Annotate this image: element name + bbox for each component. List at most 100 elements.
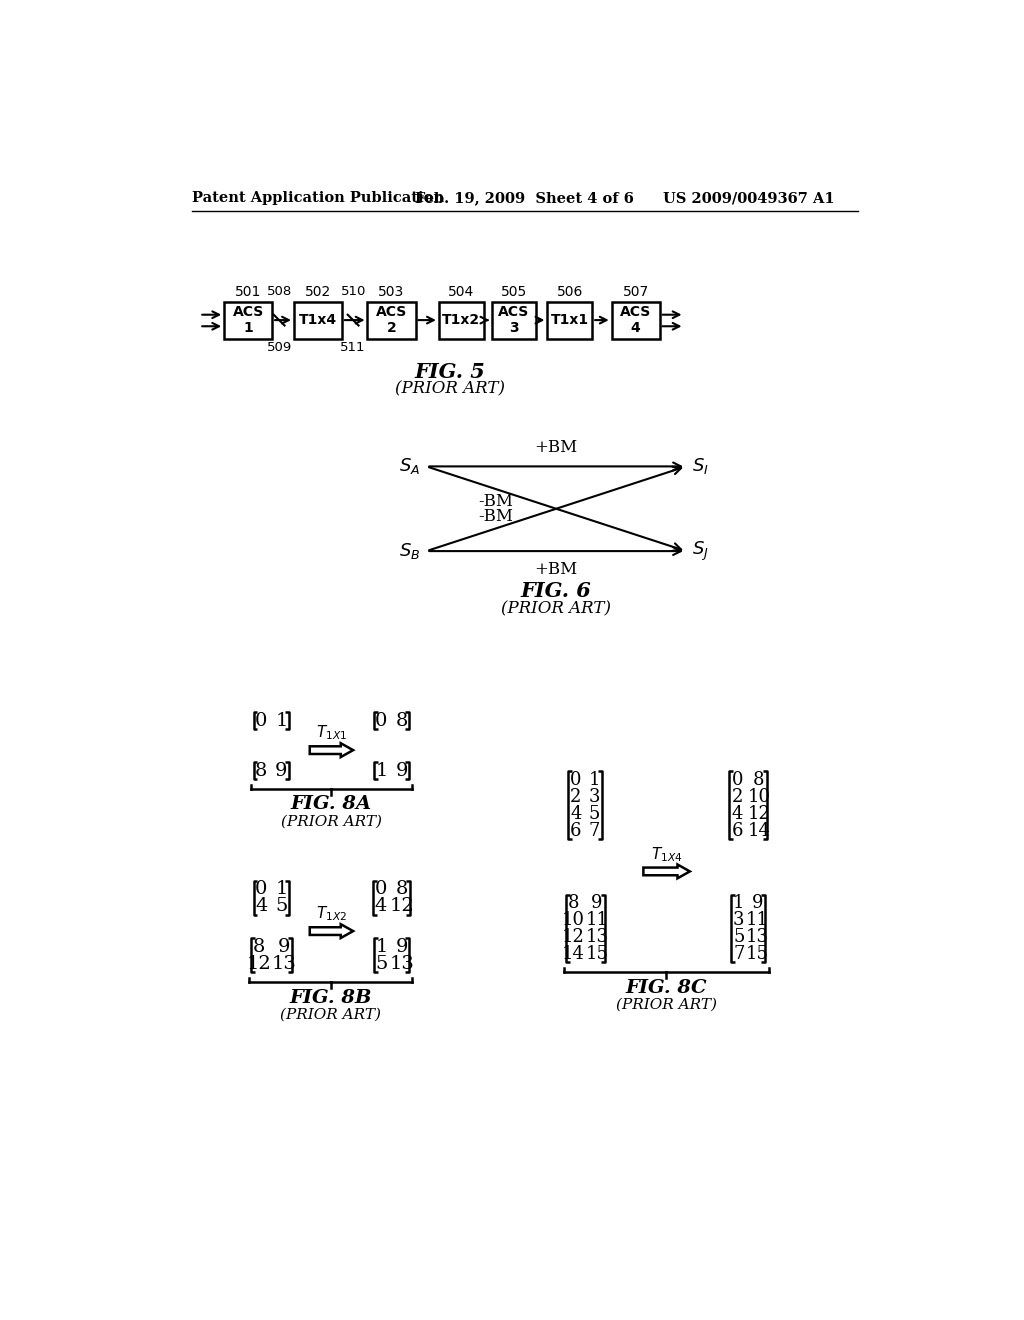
Text: 1: 1 bbox=[275, 711, 288, 730]
Text: (PRIOR ART): (PRIOR ART) bbox=[281, 1007, 381, 1022]
Text: ACS
3: ACS 3 bbox=[499, 305, 529, 335]
Text: 8: 8 bbox=[753, 771, 765, 789]
Text: 507: 507 bbox=[623, 285, 649, 300]
Text: US 2009/0049367 A1: US 2009/0049367 A1 bbox=[663, 191, 835, 206]
Text: 4: 4 bbox=[570, 805, 582, 822]
Text: 509: 509 bbox=[266, 341, 292, 354]
Text: 9: 9 bbox=[752, 894, 763, 912]
Text: 8: 8 bbox=[255, 762, 267, 780]
Text: 14: 14 bbox=[562, 945, 585, 962]
Bar bbox=[611, 302, 659, 339]
Text: 9: 9 bbox=[275, 762, 288, 780]
Text: 15: 15 bbox=[586, 945, 608, 962]
Text: ACS
1: ACS 1 bbox=[232, 305, 264, 335]
Text: (PRIOR ART): (PRIOR ART) bbox=[615, 998, 717, 1011]
Text: $S_A$: $S_A$ bbox=[399, 457, 420, 477]
Text: $T_{1X4}$: $T_{1X4}$ bbox=[651, 845, 682, 863]
Text: $T_{1X2}$: $T_{1X2}$ bbox=[315, 904, 347, 924]
Text: 4: 4 bbox=[375, 898, 387, 915]
Text: 8: 8 bbox=[395, 711, 408, 730]
Text: 0: 0 bbox=[375, 880, 387, 898]
Text: FIG. 8A: FIG. 8A bbox=[291, 796, 372, 813]
Text: 9: 9 bbox=[591, 894, 603, 912]
Text: 6: 6 bbox=[570, 821, 582, 840]
Text: 10: 10 bbox=[562, 911, 585, 929]
Text: 8: 8 bbox=[253, 939, 265, 956]
Text: 508: 508 bbox=[266, 285, 292, 298]
Text: 11: 11 bbox=[586, 911, 608, 929]
Text: 0: 0 bbox=[255, 711, 267, 730]
Text: 11: 11 bbox=[745, 911, 769, 929]
Text: $S_I$: $S_I$ bbox=[692, 457, 709, 477]
Text: 13: 13 bbox=[586, 928, 608, 946]
Text: FIG. 8C: FIG. 8C bbox=[626, 978, 707, 997]
Bar bbox=[294, 302, 342, 339]
Bar bbox=[224, 302, 272, 339]
Text: 0: 0 bbox=[375, 711, 388, 730]
Text: 1: 1 bbox=[733, 894, 744, 912]
FancyArrow shape bbox=[309, 743, 353, 758]
Text: 1: 1 bbox=[275, 880, 288, 898]
Text: 7: 7 bbox=[733, 945, 744, 962]
Text: 2: 2 bbox=[731, 788, 742, 805]
Text: Patent Application Publication: Patent Application Publication bbox=[191, 191, 443, 206]
Text: 0: 0 bbox=[731, 771, 742, 789]
Text: 0: 0 bbox=[255, 880, 267, 898]
Text: -BM: -BM bbox=[478, 492, 514, 510]
Text: 13: 13 bbox=[389, 954, 414, 973]
Text: 10: 10 bbox=[748, 788, 770, 805]
FancyArrow shape bbox=[643, 865, 690, 878]
Text: 6: 6 bbox=[731, 821, 742, 840]
Bar bbox=[493, 302, 536, 339]
Text: 12: 12 bbox=[390, 898, 415, 915]
Text: 1: 1 bbox=[375, 762, 388, 780]
Text: $S_B$: $S_B$ bbox=[399, 541, 420, 561]
Bar bbox=[368, 302, 416, 339]
Text: T1x4: T1x4 bbox=[299, 313, 337, 327]
Text: FIG. 8B: FIG. 8B bbox=[290, 989, 372, 1007]
Text: T1x1: T1x1 bbox=[551, 313, 589, 327]
Text: 510: 510 bbox=[340, 285, 366, 298]
FancyArrow shape bbox=[309, 924, 353, 939]
Text: 506: 506 bbox=[557, 285, 583, 300]
Text: $S_J$: $S_J$ bbox=[692, 540, 709, 562]
Bar bbox=[547, 302, 592, 339]
Text: 13: 13 bbox=[271, 954, 296, 973]
Text: 15: 15 bbox=[745, 945, 769, 962]
Text: +BM: +BM bbox=[535, 438, 578, 455]
Text: 4: 4 bbox=[731, 805, 742, 822]
Text: (PRIOR ART): (PRIOR ART) bbox=[394, 380, 505, 397]
Text: 1: 1 bbox=[589, 771, 600, 789]
Text: 7: 7 bbox=[589, 821, 600, 840]
Text: -BM: -BM bbox=[478, 508, 514, 525]
Text: 3: 3 bbox=[733, 911, 744, 929]
Text: (PRIOR ART): (PRIOR ART) bbox=[281, 814, 382, 829]
Text: 1: 1 bbox=[375, 939, 388, 956]
Text: 2: 2 bbox=[570, 788, 582, 805]
Text: 502: 502 bbox=[305, 285, 331, 300]
Text: ACS
4: ACS 4 bbox=[620, 305, 651, 335]
Text: 503: 503 bbox=[379, 285, 404, 300]
Text: FIG. 6: FIG. 6 bbox=[521, 581, 592, 601]
Text: T1x2: T1x2 bbox=[442, 313, 480, 327]
Text: 5: 5 bbox=[589, 805, 600, 822]
Text: 9: 9 bbox=[395, 762, 408, 780]
Text: 0: 0 bbox=[570, 771, 582, 789]
Text: 12: 12 bbox=[562, 928, 585, 946]
Text: (PRIOR ART): (PRIOR ART) bbox=[501, 601, 611, 618]
Text: $T_{1X1}$: $T_{1X1}$ bbox=[315, 723, 347, 742]
Text: 5: 5 bbox=[375, 954, 388, 973]
Text: 504: 504 bbox=[449, 285, 474, 300]
Text: 9: 9 bbox=[395, 939, 408, 956]
Text: 9: 9 bbox=[278, 939, 290, 956]
Text: 3: 3 bbox=[589, 788, 600, 805]
Text: +BM: +BM bbox=[535, 561, 578, 578]
Text: 8: 8 bbox=[568, 894, 580, 912]
Text: 5: 5 bbox=[733, 928, 744, 946]
Text: 4: 4 bbox=[255, 898, 267, 915]
Bar bbox=[438, 302, 483, 339]
Text: ACS
2: ACS 2 bbox=[376, 305, 408, 335]
Text: 14: 14 bbox=[748, 821, 770, 840]
Text: 8: 8 bbox=[396, 880, 409, 898]
Text: 13: 13 bbox=[745, 928, 769, 946]
